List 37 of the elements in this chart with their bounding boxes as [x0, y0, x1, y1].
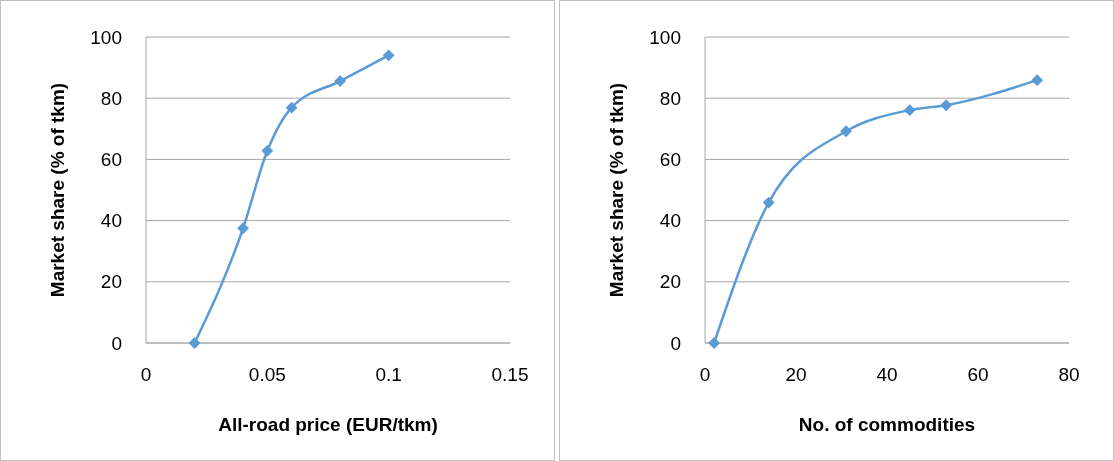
point — [188, 337, 201, 349]
point — [840, 125, 852, 138]
x-tick-label: 20 — [785, 364, 807, 385]
x-tick-label: 0.15 — [491, 364, 529, 385]
x-axis-title: All-road price (EUR/tkm) — [218, 414, 438, 435]
point — [261, 144, 274, 157]
x-tick-label: 80 — [1058, 364, 1080, 385]
y-tick-label: 100 — [90, 26, 122, 48]
y-tick-label: 20 — [100, 271, 122, 293]
point — [382, 49, 395, 62]
point — [334, 75, 347, 87]
y-axis-title: Market share (% of tkm) — [47, 82, 68, 298]
x-tick-label: 60 — [967, 364, 989, 385]
y-axis-title: Market share (% of tkm) — [606, 82, 627, 298]
x-tick-label: 40 — [876, 364, 898, 385]
y-tick-label: 80 — [100, 87, 122, 109]
point — [285, 101, 298, 114]
y-tick-label: 60 — [100, 149, 122, 171]
y-tick-label: 40 — [659, 210, 681, 232]
x-tick-label: 0.05 — [248, 364, 286, 385]
point — [762, 196, 775, 209]
x-axis-title: No. of commodities — [798, 414, 976, 435]
y-tick-label: 0 — [111, 332, 122, 354]
y-tick-label: 100 — [649, 26, 681, 48]
x-tick-label: 0 — [699, 364, 711, 385]
y-tick-label: 80 — [659, 87, 681, 109]
point — [237, 222, 249, 235]
y-tick-label: 0 — [670, 332, 681, 354]
y-tick-label: 20 — [659, 271, 681, 293]
y-tick-label: 60 — [659, 149, 681, 171]
point — [708, 337, 721, 349]
point — [1031, 74, 1044, 87]
y-tick-label: 40 — [100, 210, 122, 232]
point — [940, 99, 953, 112]
point — [903, 104, 916, 117]
x-tick-label: 0.1 — [375, 364, 402, 385]
x-tick-label: 0 — [140, 364, 152, 385]
